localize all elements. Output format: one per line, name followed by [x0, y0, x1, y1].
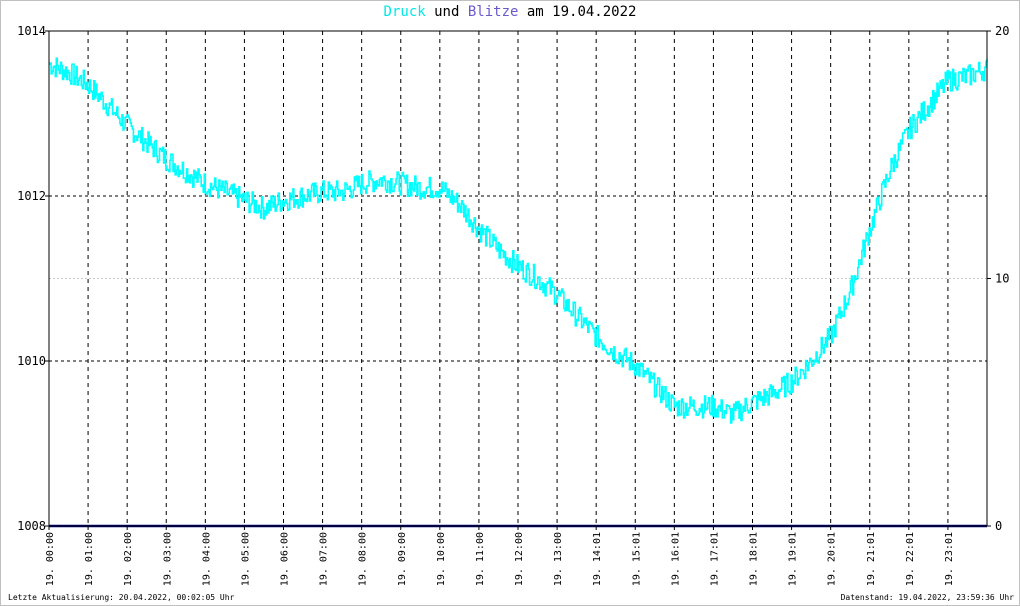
x-tick-label: 19. 08:00 [358, 532, 369, 586]
x-tick-label: 19. 14:01 [592, 532, 603, 586]
x-tick-label: 19. 03:00 [162, 532, 173, 586]
x-tick-label: 19. 18:01 [749, 532, 760, 586]
x-tick-label: 19. 09:00 [397, 532, 408, 586]
x-tick-label: 19. 20:01 [827, 532, 838, 586]
grid-lines [49, 31, 987, 526]
x-tick-label: 19. 15:01 [631, 532, 642, 586]
x-tick-label: 19. 11:00 [475, 532, 486, 586]
title-und: und [425, 4, 468, 20]
axis-ticks: 1008 1010 1012 1014 0 10 20 19. 00:00 19. 01:00 1… [17, 24, 1009, 586]
x-tick-label: 19. 21:01 [866, 532, 877, 586]
right-tick-label: 0 [995, 519, 1002, 533]
x-tick-label: 19. 19:01 [788, 532, 799, 586]
title-druck: Druck [383, 4, 426, 20]
title-date: am 19.04.2022 [518, 4, 637, 20]
x-tick-label: 19. 05:00 [240, 532, 251, 586]
left-tick-label: 1008 [17, 519, 46, 533]
x-tick-label: 19. 17:01 [709, 532, 720, 586]
x-tick-label: 19. 22:01 [905, 532, 916, 586]
left-tick-label: 1012 [17, 189, 46, 203]
x-tick-label: 19. 16:01 [670, 532, 681, 586]
left-tick-label: 1010 [17, 354, 46, 368]
right-tick-label: 10 [995, 272, 1009, 286]
data-status-text: Datenstand: 19.04.2022, 23:59:36 Uhr [840, 593, 1014, 602]
x-tick-label: 19. 13:00 [553, 532, 564, 586]
x-tick-label: 19. 04:00 [201, 532, 212, 586]
x-tick-label: 19. 00:00 [45, 532, 56, 586]
x-tick-label: 19. 01:00 [84, 532, 95, 586]
x-tick-label: 19. 07:00 [319, 532, 330, 586]
x-tick-label: 19. 10:00 [436, 532, 447, 586]
title-blitze: Blitze [467, 4, 519, 20]
x-tick-label: 19. 12:00 [514, 532, 525, 586]
x-tick-label: 19. 06:00 [280, 532, 291, 586]
last-update-text: Letzte Aktualisierung: 20.04.2022, 00:02… [8, 593, 235, 602]
right-tick-label: 20 [995, 24, 1009, 38]
x-tick-label: 19. 02:00 [123, 532, 134, 586]
left-tick-label: 1014 [17, 24, 46, 38]
series-line-druck [49, 57, 988, 424]
chart-title: Druck und Blitze am 19.04.2022 [0, 4, 1020, 20]
x-tick-label: 19. 23:01 [944, 532, 955, 586]
